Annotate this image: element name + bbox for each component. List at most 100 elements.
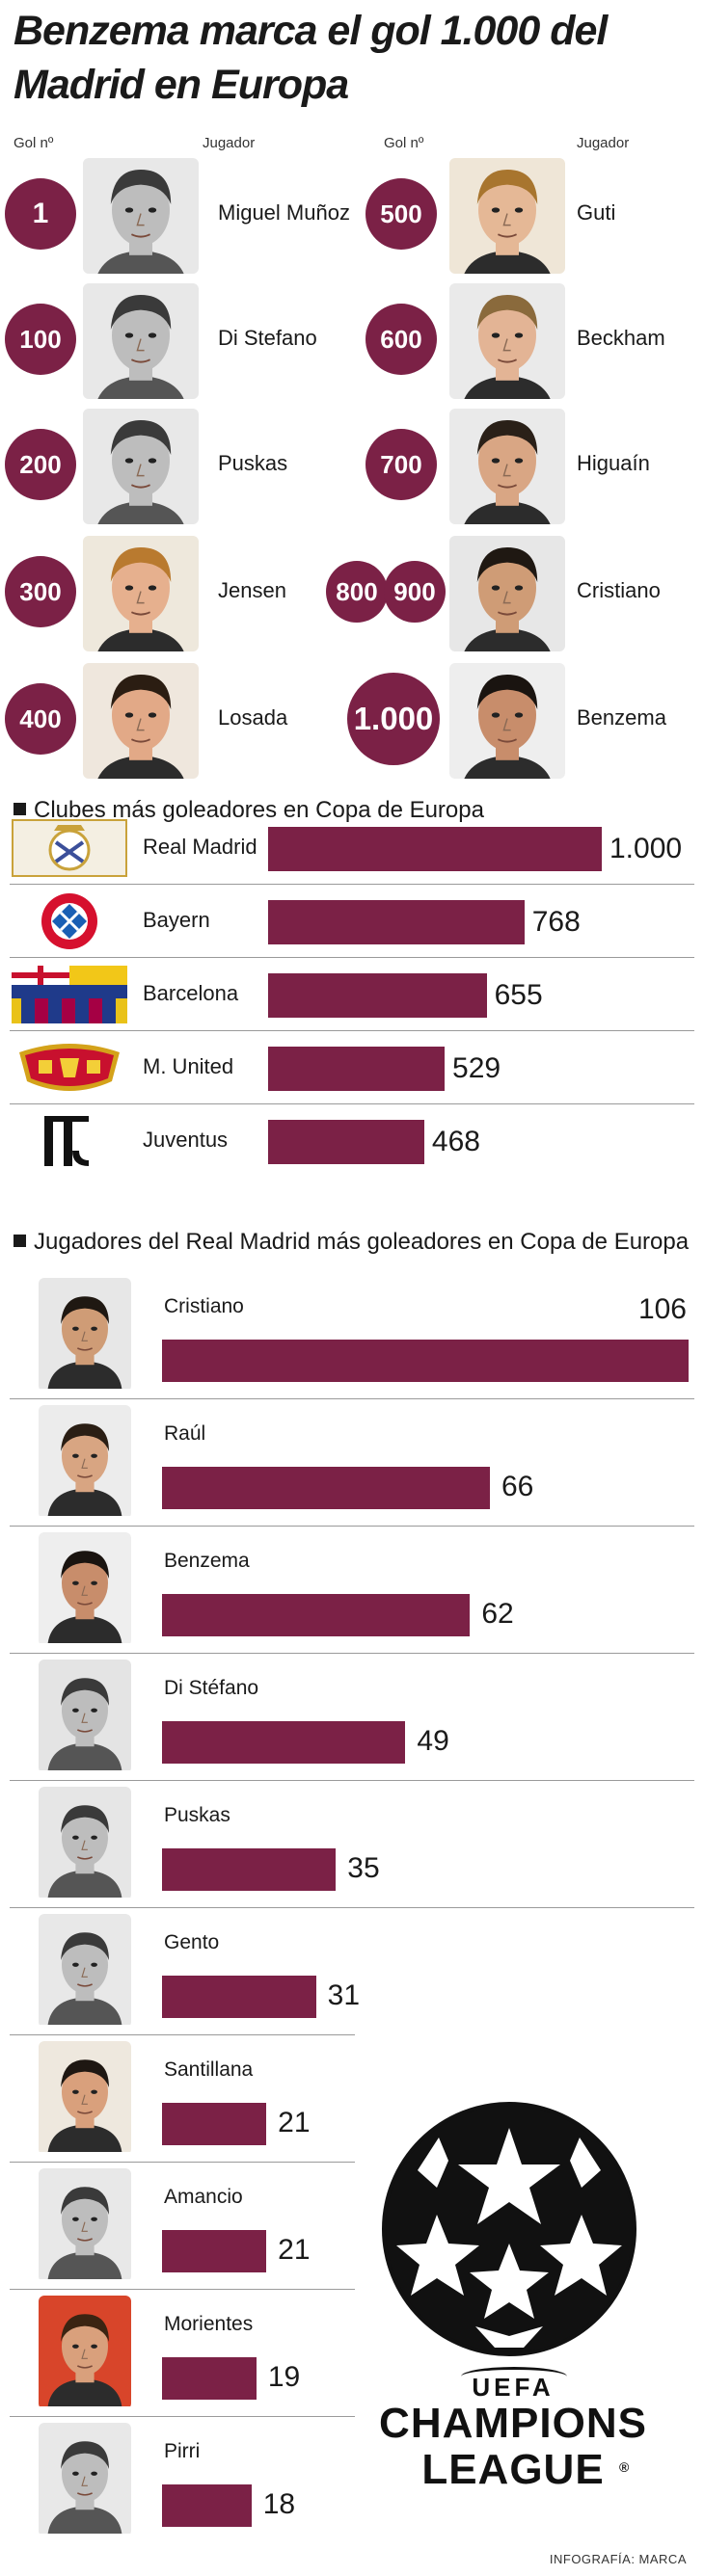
- manchester-united-crest-icon: [12, 1039, 127, 1097]
- player-photo-miguel-munoz: [83, 158, 199, 274]
- player-name-pirri: Pirri: [164, 2440, 201, 2462]
- gol-column-header-left: Gol nº: [14, 135, 54, 151]
- bar-value-real-madrid: 1.000: [609, 833, 683, 864]
- row-divider: [10, 1103, 694, 1104]
- league-label: LEAGUE: [421, 2446, 605, 2493]
- row-divider: [10, 2162, 355, 2163]
- player-name-gento: Gento: [164, 1931, 220, 1953]
- bar-juventus: [268, 1120, 424, 1164]
- player-row: Di Stéfano 49: [0, 1654, 704, 1781]
- club-row: M. United 529: [0, 1031, 704, 1104]
- player-photo-raul: [39, 1405, 131, 1519]
- bar-real-madrid: [268, 827, 602, 871]
- club-row: Barcelona 655: [0, 958, 704, 1031]
- real-madrid-crest-icon: [12, 819, 127, 877]
- goal-number-badge: 400: [5, 683, 76, 755]
- player-photo-beckham: [449, 283, 565, 399]
- goal-number-badge: 800: [326, 561, 388, 623]
- goal-number-badge: 1: [5, 178, 76, 250]
- player-name-puskas: Puskas: [218, 451, 288, 475]
- player-photo-benzema: [39, 1532, 131, 1646]
- player-row: Pirri 18: [0, 2417, 704, 2544]
- player-row: Amancio 21: [0, 2163, 704, 2290]
- row-divider: [10, 1780, 694, 1781]
- player-name-beckham: Beckham: [577, 326, 665, 350]
- bar-gento: [162, 1976, 316, 2018]
- bar-puskas: [162, 1848, 337, 1891]
- player-photo-puskas: [39, 1787, 131, 1900]
- bar-di-stefano: [162, 1721, 406, 1764]
- club-name-bayern: Bayern: [143, 908, 210, 932]
- juventus-logo-icon: [12, 1112, 127, 1170]
- club-row: Real Madrid 1.000: [0, 811, 704, 885]
- page-title: Benzema marca el gol 1.000 del Madrid en…: [14, 8, 608, 108]
- bar-value-raul: 66: [501, 1471, 534, 1502]
- player-photo-benzema: [449, 663, 565, 779]
- goal-number-badge: 1.000: [347, 673, 440, 765]
- champions-league-starball-icon: [379, 2099, 639, 2359]
- player-name-benzema: Benzema: [577, 705, 666, 730]
- section-bullet-icon: [14, 803, 26, 815]
- bar-value-juventus: 468: [431, 1126, 480, 1157]
- player-name-guti: Guti: [577, 200, 616, 225]
- bar-value-santillana: 21: [278, 2107, 311, 2138]
- bar-value-barcelona: 655: [494, 979, 543, 1011]
- section-bullet-icon: [14, 1235, 26, 1247]
- player-row: Raúl 66: [0, 1399, 704, 1527]
- player-photo-cristiano: [39, 1278, 131, 1392]
- club-name-juventus: Juventus: [143, 1128, 229, 1152]
- bar-value-morientes: 19: [267, 2361, 301, 2393]
- clubs-section-title: Clubes más goleadores en Copa de Europa: [14, 797, 484, 824]
- player-name-di-stefano: Di Stefano: [218, 326, 317, 350]
- player-photo-losada: [83, 663, 199, 779]
- row-divider: [10, 1526, 694, 1527]
- player-photo-guti: [449, 158, 565, 274]
- bar-barcelona: [268, 973, 487, 1018]
- player-photo-pirri: [39, 2423, 131, 2536]
- player-row: Gento 31: [0, 1908, 704, 2035]
- player-name-puskas: Puskas: [164, 1804, 230, 1826]
- player-name-morientes: Morientes: [164, 2313, 254, 2335]
- player-photo-di-stefano: [39, 1660, 131, 1773]
- row-divider: [10, 1907, 694, 1908]
- player-row: Morientes 19: [0, 2290, 704, 2417]
- player-row: Puskas 35: [0, 1781, 704, 1908]
- player-name-raul: Raúl: [164, 1422, 206, 1445]
- player-photo-cristiano: [449, 536, 565, 651]
- player-photo-higuain: [449, 409, 565, 524]
- bar-raul: [162, 1467, 490, 1509]
- row-divider: [10, 884, 694, 885]
- club-row: Juventus 468: [0, 1104, 704, 1178]
- bar-santillana: [162, 2103, 267, 2145]
- players-chart-title: Jugadores del Real Madrid más goleadores…: [34, 1229, 690, 1255]
- bar-value-gento: 31: [327, 1979, 361, 2011]
- registered-mark: ®: [619, 2459, 630, 2475]
- club-row: Bayern 768: [0, 885, 704, 958]
- clubs-chart-title: Clubes más goleadores en Copa de Europa: [34, 797, 484, 823]
- jugador-column-header-right: Jugador: [577, 135, 630, 151]
- row-divider: [10, 2034, 355, 2035]
- bar-pirri: [162, 2484, 252, 2527]
- club-name-m-united: M. United: [143, 1054, 234, 1078]
- player-row: Benzema 62: [0, 1527, 704, 1654]
- player-name-santillana: Santillana: [164, 2058, 254, 2081]
- row-divider: [10, 1030, 694, 1031]
- bar-bayern: [268, 900, 525, 944]
- players-section-title: Jugadores del Real Madrid más goleadores…: [14, 1229, 689, 1256]
- player-name-benzema: Benzema: [164, 1550, 250, 1572]
- player-name-di-stefano: Di Stéfano: [164, 1677, 259, 1699]
- goal-number-badge: 500: [366, 178, 437, 250]
- goal-number-badge: 600: [366, 304, 437, 375]
- player-name-cristiano: Cristiano: [164, 1295, 244, 1317]
- goal-number-badge: 900: [384, 561, 446, 623]
- gol-column-header-right: Gol nº: [384, 135, 424, 151]
- player-name-higuain: Higuaín: [577, 451, 650, 475]
- player-photo-gento: [39, 1914, 131, 2028]
- bar-value-di-stefano: 49: [417, 1725, 449, 1757]
- player-photo-santillana: [39, 2041, 131, 2155]
- player-photo-morientes: [39, 2296, 131, 2409]
- bar-benzema: [162, 1594, 471, 1636]
- player-name-jensen: Jensen: [218, 578, 286, 602]
- barcelona-crest-icon: [12, 966, 127, 1023]
- jugador-column-header-left: Jugador: [203, 135, 256, 151]
